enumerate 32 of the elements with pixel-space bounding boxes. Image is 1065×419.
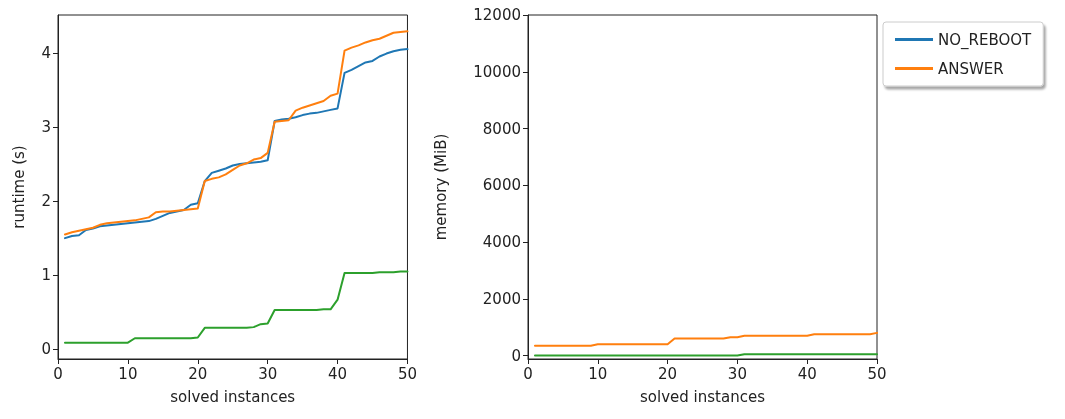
x-tick-label: 0: [523, 364, 533, 383]
x-tick-label: 30: [727, 364, 747, 383]
x-tick-label: 20: [188, 364, 208, 383]
y-tick-label: 2000: [482, 289, 521, 308]
x-axis-title: solved instances: [170, 387, 296, 406]
x-tick-label: 0: [53, 364, 63, 383]
x-tick-label: 40: [797, 364, 817, 383]
x-tick-label: 50: [397, 364, 417, 383]
y-tick-label: 3: [41, 117, 51, 136]
y-tick-label: 4000: [482, 233, 521, 252]
x-tick-label: 30: [258, 364, 278, 383]
y-tick-label: 6000: [482, 176, 521, 195]
x-tick-label: 10: [118, 364, 138, 383]
x-tick-label: 40: [328, 364, 348, 383]
y-tick-label: 1: [41, 266, 51, 285]
x-axis-title: solved instances: [640, 387, 766, 406]
y-tick-label: 2: [41, 192, 51, 211]
line-series: [63, 270, 409, 344]
legend-label: NO_REBOOT: [938, 30, 1033, 50]
y-tick-label: 4: [41, 43, 51, 62]
y-tick-label: 12000: [473, 6, 521, 24]
line-series: [533, 331, 878, 347]
y-tick-label: 8000: [482, 119, 521, 138]
y-axis-title: runtime (s): [9, 145, 28, 229]
x-tick-label: 10: [588, 364, 608, 383]
legend-label: ANSWER: [938, 59, 1004, 78]
y-tick-label: 0: [511, 346, 521, 365]
y-tick-label: 0: [41, 340, 51, 359]
y-tick-label: 10000: [473, 62, 521, 81]
x-tick-label: 50: [867, 364, 887, 383]
y-axis-title: memory (MiB): [431, 133, 450, 241]
x-tick-label: 20: [658, 364, 678, 383]
